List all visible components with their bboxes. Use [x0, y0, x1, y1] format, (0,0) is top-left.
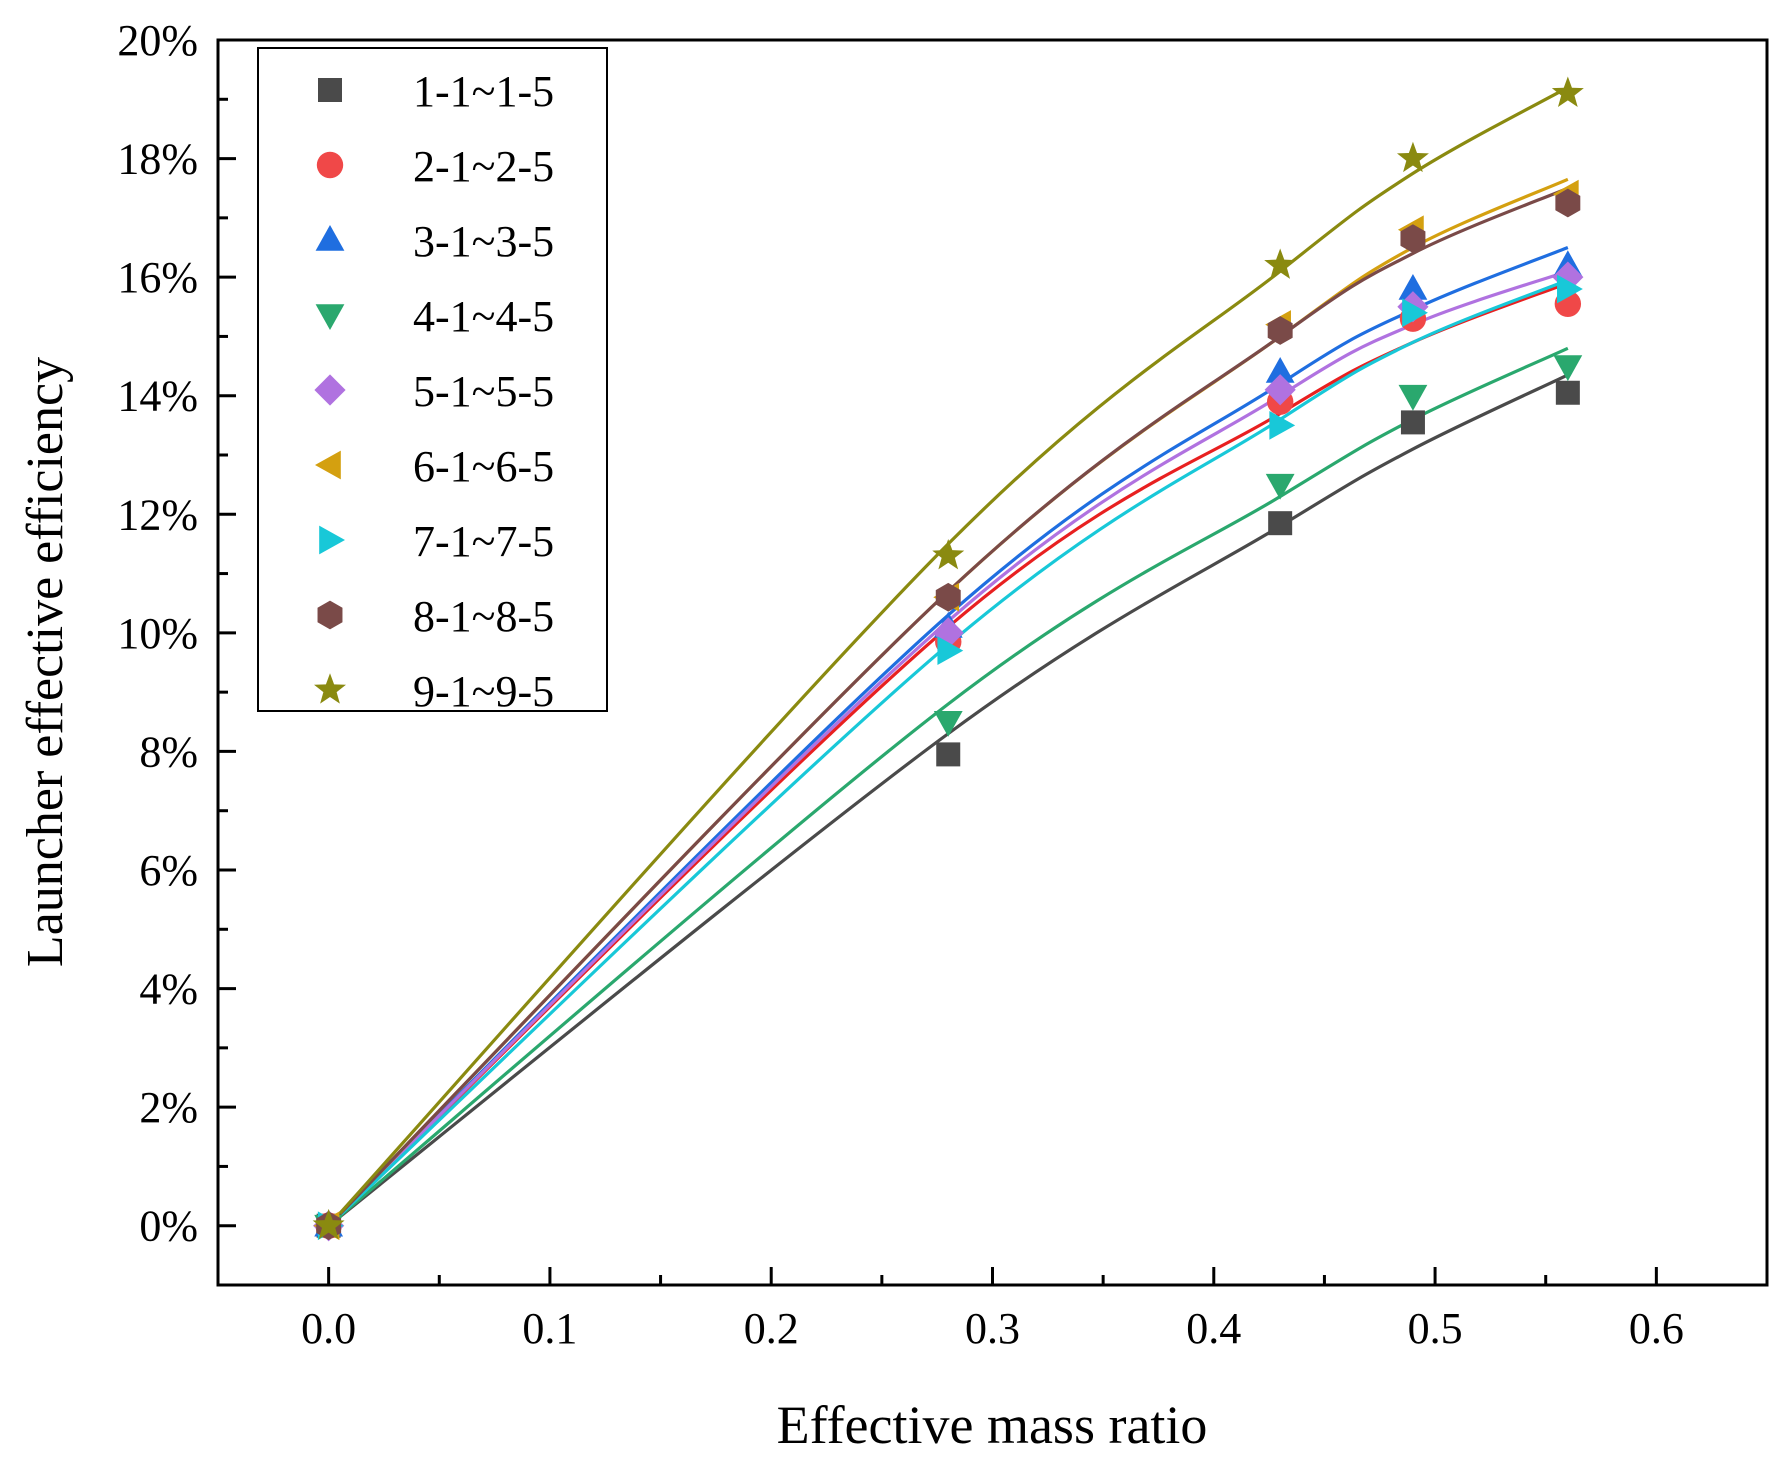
x-tick-label-2: 0.2: [744, 1304, 799, 1353]
x-axis-label: Effective mass ratio: [777, 1395, 1208, 1455]
legend-marker-9: [314, 673, 346, 704]
legend-label-6: 6-1~6-5: [413, 442, 554, 491]
legend-marker-5: [314, 374, 346, 406]
point-s8-5: [1555, 188, 1581, 218]
point-s1-5: [1555, 380, 1580, 405]
point-s7-3: [1269, 410, 1296, 440]
point-s5-3: [1264, 374, 1296, 406]
point-s1-4: [1400, 410, 1425, 435]
x-tick-label-4: 0.4: [1186, 1304, 1241, 1353]
legend-marker-3: [315, 225, 345, 251]
point-s7-2: [937, 636, 964, 666]
legend-label-9: 9-1~9-5: [413, 667, 554, 716]
point-s4-4: [1398, 384, 1428, 411]
point-s9-2: [932, 538, 965, 570]
legend-label-1: 1-1~1-5: [413, 67, 554, 116]
y-tick-label-3: 6%: [139, 846, 198, 895]
legend-label-5: 5-1~5-5: [413, 367, 554, 416]
y-tick-label-4: 8%: [139, 727, 198, 776]
point-s8-3: [1267, 316, 1293, 345]
point-s3-3: [1265, 357, 1295, 383]
y-tick-label-5: 10%: [117, 609, 198, 658]
y-axis-label: Launcher effective efficiency: [17, 357, 74, 967]
point-s4-2: [933, 710, 963, 737]
point-s5-2: [932, 617, 964, 649]
legend-marker-4: [315, 304, 345, 330]
legend-label-8: 8-1~8-5: [413, 592, 554, 641]
data-points: [312, 76, 1584, 1242]
point-s4-5: [1553, 355, 1583, 382]
point-s4-3: [1265, 473, 1295, 500]
point-s8-2: [935, 582, 961, 612]
fit-curve-1: [327, 373, 1569, 1227]
y-tick-label-8: 16%: [117, 253, 198, 302]
x-tick-label-6: 0.6: [1629, 1304, 1684, 1353]
y-tick-label-2: 4%: [139, 965, 198, 1014]
legend-label-7: 7-1~7-5: [413, 517, 554, 566]
point-s8-4: [1400, 224, 1426, 254]
y-axis: 0% 2% 4% 6% 8% 10% 12% 14% 16% 18% 20%: [117, 16, 236, 1287]
legend-label-4: 4-1~4-5: [413, 292, 554, 341]
legend-marker-7: [319, 525, 345, 555]
legend-marker-6: [315, 450, 341, 480]
y-tick-label-9: 18%: [117, 135, 198, 184]
point-s3-4: [1398, 274, 1428, 300]
y-tick-label-1: 2%: [139, 1083, 198, 1132]
fit-curve-9: [327, 86, 1569, 1227]
legend-marker-2: [316, 151, 344, 179]
legend-marker-8: [317, 600, 343, 630]
x-axis: 0.0 0.1 0.2 0.3 0.4 0.5 0.6: [216, 1267, 1684, 1353]
y-tick-label-0: 0%: [139, 1202, 198, 1251]
point-s9-1: [312, 1208, 345, 1240]
x-tick-label-0: 0.0: [301, 1304, 356, 1353]
x-tick-label-5: 0.5: [1408, 1304, 1463, 1353]
x-tick-label-3: 0.3: [965, 1304, 1020, 1353]
y-tick-label-7: 14%: [117, 372, 198, 421]
y-tick-label-10: 20%: [117, 16, 198, 65]
legend-label-2: 2-1~2-5: [413, 142, 554, 191]
point-s5-5: [1552, 261, 1584, 293]
fit-curve-8: [327, 186, 1569, 1227]
point-s9-5: [1551, 76, 1584, 107]
legend: 1-1~1-5 2-1~2-5 3-1~3-5 4-1~4-5 5-1~5-5 6-1~6…: [257, 47, 608, 716]
y-tick-label-6: 12%: [117, 490, 198, 539]
legend-label-3: 3-1~3-5: [413, 217, 554, 266]
legend-marker-1: [318, 78, 342, 102]
point-s7-5: [1557, 274, 1583, 304]
x-tick-label-1: 0.1: [522, 1304, 577, 1353]
point-s9-3: [1264, 248, 1297, 279]
point-s1-2: [936, 742, 961, 767]
point-s9-4: [1396, 141, 1429, 173]
fit-curve-7: [327, 278, 1569, 1227]
point-s7-4: [1402, 298, 1428, 328]
legend-box: [257, 47, 608, 712]
point-s1-3: [1268, 511, 1293, 536]
